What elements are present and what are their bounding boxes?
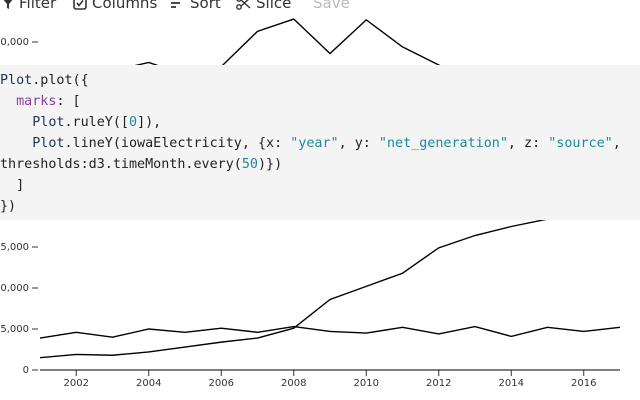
code-line: }): [0, 196, 640, 217]
sort-label: Sort: [190, 0, 221, 12]
code-token: ]),: [137, 115, 162, 130]
code-line: Plot.ruleY([0]),: [0, 112, 640, 133]
save-label: Save: [313, 0, 350, 12]
series-line: [39, 197, 621, 359]
toolbar: Filter Columns Sort Slice Save: [0, 0, 640, 16]
filter-icon: [3, 0, 13, 9]
x-tick-label: 2012: [426, 378, 451, 389]
columns-label: Columns: [92, 0, 158, 12]
code-token: : [: [56, 94, 81, 109]
y-tick-label: 10,000: [0, 283, 29, 294]
code-line: marks: [: [0, 91, 640, 112]
slice-button[interactable]: Slice: [236, 0, 291, 12]
code-token: , z:: [507, 136, 549, 151]
x-tick-label: 2004: [136, 378, 161, 389]
slice-label: Slice: [256, 0, 292, 12]
y-tick-label: 15,000: [0, 242, 29, 253]
x-tick-label: 2008: [281, 378, 306, 389]
filter-label: Filter: [19, 0, 57, 12]
sort-icon: [171, 2, 180, 8]
series-line: [39, 325, 621, 339]
columns-button[interactable]: Columns: [73, 0, 157, 12]
x-tick-label: 2016: [571, 378, 596, 389]
code-token: Plot: [0, 136, 65, 151]
code-token: )}): [257, 157, 283, 172]
code-line: Plot.lineY(iowaElectricity, {x: "year", …: [0, 133, 640, 154]
code-token: Plot: [0, 73, 33, 88]
y-tick-label: 0: [23, 365, 29, 376]
columns-icon: [73, 0, 87, 10]
code-token: "year": [290, 136, 339, 151]
code-token: Plot: [0, 115, 65, 130]
x-tick-label: 2006: [209, 378, 234, 389]
x-tick-label: 2010: [354, 378, 379, 389]
code-token: .plot({: [32, 73, 89, 88]
code-token: .lineY(iowaElectricity, {x:: [64, 136, 291, 151]
x-tick-label: 2014: [499, 378, 524, 389]
x-tick-label: 2002: [64, 378, 89, 389]
code-token: marks: [0, 94, 57, 109]
code-token: thresholds:d3.timeMonth.every(: [0, 157, 242, 172]
code-token: 50: [241, 157, 258, 172]
save-button[interactable]: Save: [313, 0, 350, 12]
code-token: , y:: [338, 136, 379, 151]
code-token: ,: [612, 136, 621, 151]
code-block: Plot.plot({ marks: [ Plot.ruleY([0]), Pl…: [0, 65, 640, 220]
code-token: .ruleY([: [64, 115, 130, 130]
code-token: ]: [0, 178, 25, 193]
code-token: "net_generation": [378, 136, 508, 151]
code-line: Plot.plot({: [0, 70, 640, 91]
code-line: thresholds:d3.timeMonth.every(50)}): [0, 154, 640, 175]
code-token: 0: [129, 115, 138, 130]
slice-icon: [236, 0, 251, 10]
sort-button[interactable]: Sort: [171, 0, 221, 12]
filter-button[interactable]: Filter: [2, 0, 56, 12]
code-token: }): [0, 199, 17, 214]
y-tick-label: 40,000: [0, 37, 29, 48]
code-token: "source": [548, 136, 613, 151]
code-line: ]: [0, 175, 640, 196]
y-tick-label: 5,000: [0, 324, 29, 335]
